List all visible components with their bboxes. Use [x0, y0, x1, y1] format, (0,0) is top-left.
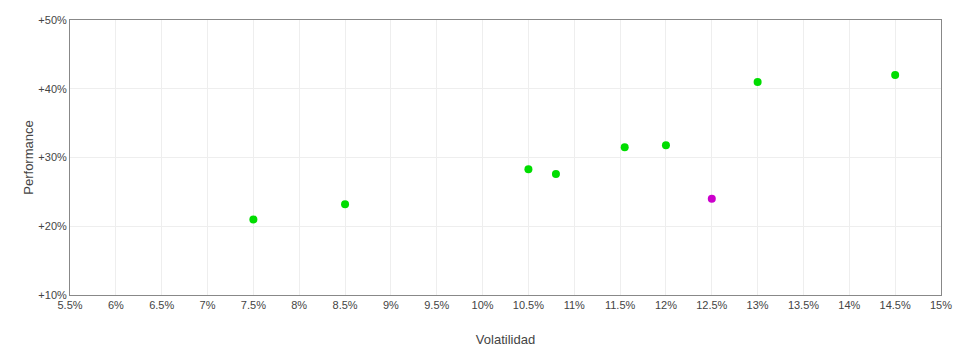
svg-text:13.5%: 13.5%: [788, 299, 819, 311]
svg-text:+20%: +20%: [38, 220, 67, 232]
svg-text:6.5%: 6.5%: [149, 299, 174, 311]
svg-text:+30%: +30%: [38, 151, 67, 163]
svg-text:9%: 9%: [383, 299, 399, 311]
svg-text:Performance: Performance: [21, 120, 36, 194]
svg-text:10.5%: 10.5%: [513, 299, 544, 311]
svg-text:6%: 6%: [108, 299, 124, 311]
svg-text:+50%: +50%: [38, 14, 67, 26]
svg-text:7.5%: 7.5%: [241, 299, 266, 311]
svg-text:15%: 15%: [930, 299, 952, 311]
svg-text:10%: 10%: [472, 299, 494, 311]
svg-text:8.5%: 8.5%: [333, 299, 358, 311]
svg-text:11.5%: 11.5%: [605, 299, 636, 311]
svg-text:5.5%: 5.5%: [57, 299, 82, 311]
svg-text:Volatilidad: Volatilidad: [476, 332, 535, 347]
svg-text:+10%: +10%: [38, 289, 67, 301]
svg-text:9.5%: 9.5%: [424, 299, 449, 311]
svg-text:14%: 14%: [838, 299, 860, 311]
svg-text:7%: 7%: [200, 299, 216, 311]
svg-text:11%: 11%: [564, 299, 585, 311]
svg-text:12.5%: 12.5%: [696, 299, 727, 311]
svg-text:12%: 12%: [655, 299, 677, 311]
svg-text:+40%: +40%: [38, 83, 67, 95]
svg-text:13%: 13%: [747, 299, 769, 311]
svg-text:8%: 8%: [291, 299, 307, 311]
svg-text:14.5%: 14.5%: [880, 299, 911, 311]
